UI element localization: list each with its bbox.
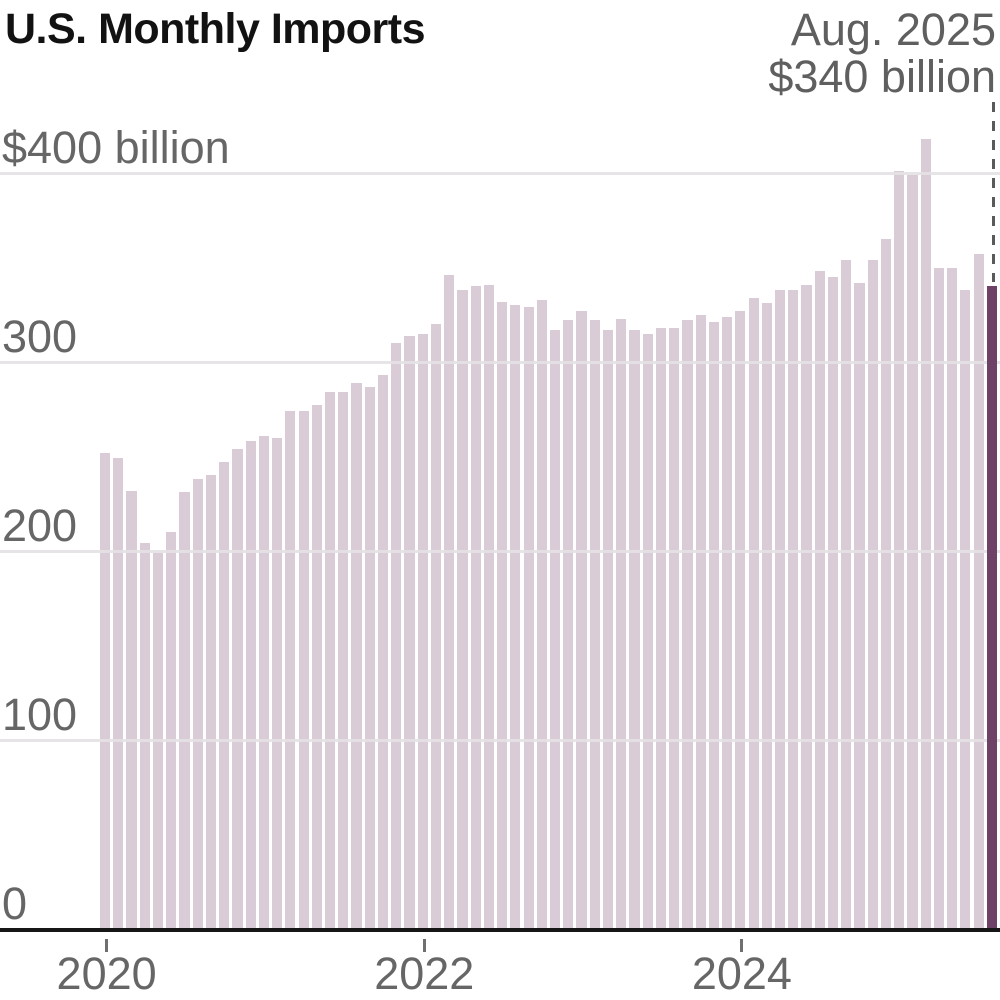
grid-line-200 bbox=[0, 550, 1000, 553]
bar-sep-2020 bbox=[205, 475, 217, 929]
bar-jan-2023 bbox=[576, 310, 587, 929]
bar-dec-2020 bbox=[245, 441, 256, 929]
chart-title: U.S. Monthly Imports bbox=[5, 5, 426, 53]
bar-sep-2021 bbox=[364, 386, 375, 929]
bar-nov-2022 bbox=[549, 329, 561, 929]
bar-jul-2023 bbox=[655, 327, 667, 929]
bar-apr-2022 bbox=[457, 290, 468, 929]
bar-aug-2025 bbox=[986, 286, 997, 929]
y-axis-label-300: 300 bbox=[2, 311, 78, 362]
bar-may-2024 bbox=[788, 290, 799, 929]
y-axis-label-0: 0 bbox=[2, 878, 28, 929]
bar-jun-2022 bbox=[483, 284, 494, 929]
grid-line-400 bbox=[0, 172, 1000, 175]
y-axis-label-100: 100 bbox=[2, 689, 78, 740]
bar-may-2025 bbox=[947, 267, 958, 929]
bar-mar-2025 bbox=[920, 138, 931, 929]
bar-jan-2022 bbox=[417, 333, 428, 929]
bar-sep-2023 bbox=[682, 320, 693, 929]
annotation-date: Aug. 2025 bbox=[790, 4, 996, 55]
bar-apr-2025 bbox=[933, 267, 944, 929]
bar-apr-2021 bbox=[298, 411, 309, 929]
bar-mar-2020 bbox=[126, 490, 137, 929]
bar-jun-2025 bbox=[960, 290, 971, 929]
bar-jul-2020 bbox=[179, 492, 190, 929]
grid-line-100 bbox=[0, 739, 1000, 742]
bar-oct-2023 bbox=[695, 314, 706, 929]
bar-aug-2023 bbox=[669, 327, 680, 929]
bar-oct-2022 bbox=[536, 299, 547, 929]
bar-aug-2020 bbox=[192, 479, 203, 929]
bar-jan-2020 bbox=[100, 452, 111, 929]
bar-may-2023 bbox=[629, 329, 640, 929]
bar-feb-2023 bbox=[589, 320, 600, 929]
bar-oct-2024 bbox=[854, 282, 865, 929]
bar-may-2022 bbox=[470, 286, 481, 929]
bar-dec-2021 bbox=[404, 335, 415, 929]
bar-nov-2021 bbox=[391, 343, 402, 929]
bar-mar-2024 bbox=[761, 303, 772, 929]
x-axis-label-2022: 2022 bbox=[374, 948, 475, 999]
bar-jul-2025 bbox=[973, 254, 984, 929]
bar-jun-2024 bbox=[801, 284, 812, 929]
y-axis-label-200: 200 bbox=[2, 500, 78, 551]
bar-jun-2023 bbox=[642, 333, 653, 929]
bar-jan-2024 bbox=[735, 310, 746, 929]
bar-feb-2024 bbox=[748, 297, 759, 929]
bar-aug-2024 bbox=[827, 276, 839, 929]
bar-apr-2023 bbox=[616, 318, 627, 929]
bar-jul-2022 bbox=[497, 301, 508, 929]
bar-mar-2023 bbox=[602, 329, 614, 929]
bar-nov-2023 bbox=[708, 322, 719, 929]
x-axis-tick-2024 bbox=[740, 939, 744, 952]
bar-dec-2022 bbox=[563, 320, 574, 929]
bar-jul-2024 bbox=[814, 271, 825, 929]
bar-jul-2021 bbox=[338, 392, 349, 929]
bar-oct-2021 bbox=[377, 375, 389, 929]
x-axis-tick-2022 bbox=[422, 939, 426, 952]
bar-oct-2020 bbox=[219, 462, 230, 929]
bar-sep-2022 bbox=[523, 307, 534, 929]
x-axis-tick-2020 bbox=[105, 939, 109, 952]
x-axis-label-2020: 2020 bbox=[56, 948, 157, 999]
bar-feb-2020 bbox=[113, 458, 124, 929]
x-axis-label-2024: 2024 bbox=[691, 948, 792, 999]
bar-apr-2024 bbox=[774, 290, 786, 929]
grid-line-300 bbox=[0, 361, 1000, 364]
bar-aug-2022 bbox=[510, 305, 521, 929]
bar-jan-2021 bbox=[258, 435, 269, 929]
y-axis-label-400: $400 billion bbox=[2, 122, 230, 173]
bar-nov-2020 bbox=[232, 448, 243, 929]
bar-apr-2020 bbox=[139, 543, 150, 929]
highlight-annotation: Aug. 2025 $340 billion bbox=[768, 6, 996, 100]
bar-nov-2024 bbox=[867, 259, 878, 929]
bar-may-2021 bbox=[311, 405, 322, 929]
bar-mar-2022 bbox=[444, 275, 455, 929]
bar-aug-2021 bbox=[351, 382, 362, 929]
annotation-value: $340 billion bbox=[768, 51, 996, 102]
bar-sep-2024 bbox=[841, 259, 852, 929]
x-axis-baseline bbox=[0, 928, 1000, 932]
bar-feb-2021 bbox=[272, 437, 283, 929]
bar-feb-2022 bbox=[430, 324, 442, 929]
bar-jun-2021 bbox=[324, 392, 336, 929]
bar-dec-2023 bbox=[722, 316, 733, 929]
bar-mar-2021 bbox=[285, 411, 296, 929]
annotation-leader-dashed-line bbox=[991, 102, 996, 283]
bar-dec-2024 bbox=[880, 239, 892, 929]
bar-jun-2020 bbox=[166, 532, 177, 929]
